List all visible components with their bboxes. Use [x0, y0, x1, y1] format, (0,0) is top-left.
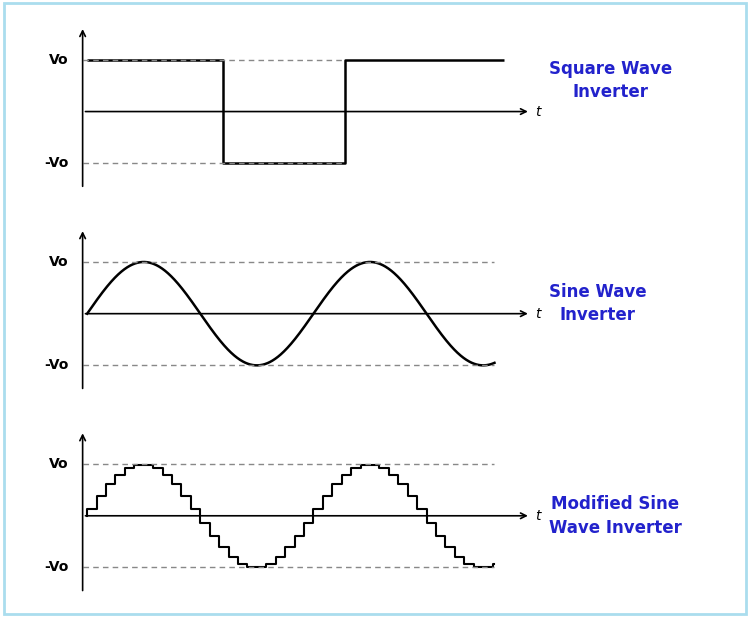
- Text: -Vo: -Vo: [45, 358, 69, 373]
- Text: Vo: Vo: [50, 53, 69, 67]
- Text: t: t: [536, 104, 541, 118]
- Text: Vo: Vo: [50, 255, 69, 269]
- Text: Sine Wave
Inverter: Sine Wave Inverter: [549, 283, 646, 324]
- Text: -Vo: -Vo: [45, 156, 69, 170]
- Text: -Vo: -Vo: [45, 560, 69, 574]
- Text: t: t: [536, 509, 541, 523]
- Text: Modified Sine
Wave Inverter: Modified Sine Wave Inverter: [549, 495, 682, 537]
- Text: t: t: [536, 307, 541, 321]
- Text: Vo: Vo: [50, 457, 69, 471]
- Text: Square Wave
Inverter: Square Wave Inverter: [549, 60, 672, 101]
